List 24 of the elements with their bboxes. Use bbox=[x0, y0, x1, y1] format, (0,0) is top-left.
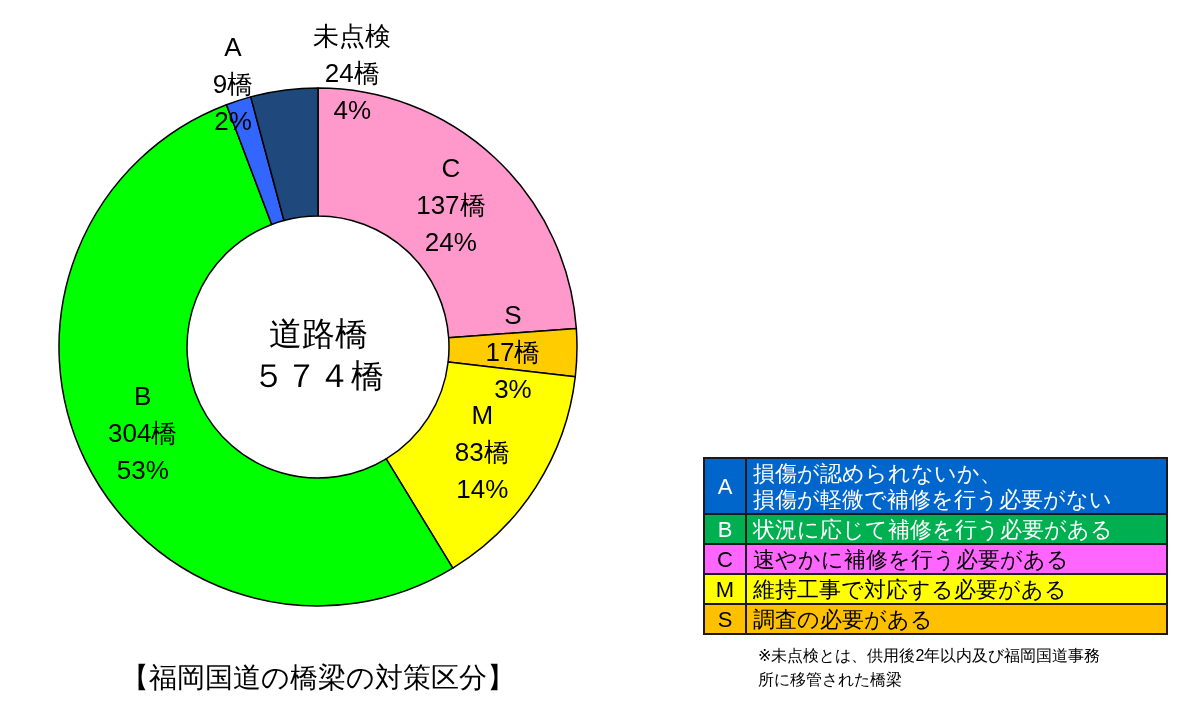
category-label: 未点検 bbox=[313, 20, 392, 51]
value-label: 304橋 53% bbox=[108, 417, 178, 485]
value-label: 24橋 4% bbox=[324, 57, 380, 125]
center-annotation: 道路橋 bbox=[268, 314, 368, 352]
center-annotation: ５７４橋 bbox=[252, 356, 384, 394]
row-text: 状況に応じて補修を行う必要がある bbox=[753, 516, 1113, 542]
category-label: C bbox=[441, 152, 461, 183]
title: 【福岡国道の橋梁の対策区分】 bbox=[121, 662, 515, 694]
row-key: C bbox=[717, 546, 733, 572]
row-key: B bbox=[717, 516, 733, 542]
row-text: 速やかに補修を行う必要がある bbox=[753, 546, 1069, 572]
row-key: A bbox=[717, 473, 733, 499]
category-label: B bbox=[134, 380, 152, 411]
row-text: 調査の必要がある bbox=[753, 606, 933, 632]
category-label: S bbox=[504, 299, 522, 330]
value-label: 137橋 24% bbox=[416, 189, 486, 257]
note: ※未点検とは、供用後2年以内及び福岡国道事務所に移管された橋梁 bbox=[758, 646, 1101, 688]
row-text: 維持工事で対応する必要がある bbox=[753, 576, 1067, 602]
row-key: S bbox=[717, 606, 733, 632]
value-label: 83橋 14% bbox=[454, 437, 510, 505]
row-key: M bbox=[715, 576, 735, 602]
value-label: 9橋 2% bbox=[212, 68, 254, 136]
category-label: A bbox=[224, 31, 242, 62]
row-text: 損傷が認められないか、損傷が軽微で補修を行う必要がない bbox=[753, 460, 1112, 512]
